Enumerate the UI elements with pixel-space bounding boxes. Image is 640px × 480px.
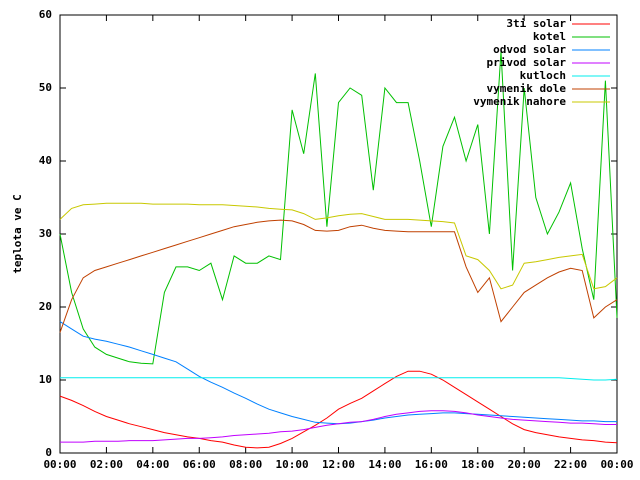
- x-tick-label: 12:00: [322, 458, 355, 471]
- legend-label: kutloch: [520, 69, 566, 82]
- series-line: [60, 410, 617, 443]
- y-tick-label: 60: [39, 8, 52, 21]
- legend-label: odvod solar: [493, 43, 566, 56]
- x-tick-label: 16:00: [415, 458, 448, 471]
- x-tick-label: 20:00: [508, 458, 541, 471]
- x-tick-label: 14:00: [368, 458, 401, 471]
- y-tick-label: 30: [39, 227, 52, 240]
- y-tick-label: 50: [39, 81, 52, 94]
- y-tick-label: 40: [39, 154, 52, 167]
- series-line: [59, 370, 618, 449]
- x-tick-label: 00:00: [43, 458, 76, 471]
- x-tick-label: 04:00: [136, 458, 169, 471]
- legend-label: kotel: [533, 30, 566, 43]
- y-axis-label: teplota ve C: [11, 194, 24, 273]
- x-tick-label: 02:00: [90, 458, 123, 471]
- x-tick-label: 22:00: [554, 458, 587, 471]
- series-line: [59, 219, 618, 333]
- y-tick-label: 0: [45, 446, 52, 459]
- legend-label: 3ti solar: [506, 17, 566, 30]
- series-line: [59, 202, 618, 290]
- y-tick-label: 10: [39, 373, 52, 386]
- x-tick-label: 18:00: [461, 458, 494, 471]
- legend-label: vymenik nahore: [473, 95, 566, 108]
- x-tick-label: 10:00: [276, 458, 309, 471]
- legend-label: privod solar: [487, 56, 567, 69]
- x-tick-label: 06:00: [183, 458, 216, 471]
- legend-label: vymenik dole: [487, 82, 567, 95]
- x-tick-label: 00:00: [600, 458, 633, 471]
- x-tick-label: 08:00: [229, 458, 262, 471]
- series-line: [59, 51, 618, 365]
- y-tick-label: 20: [39, 300, 52, 313]
- series-line: [60, 377, 618, 381]
